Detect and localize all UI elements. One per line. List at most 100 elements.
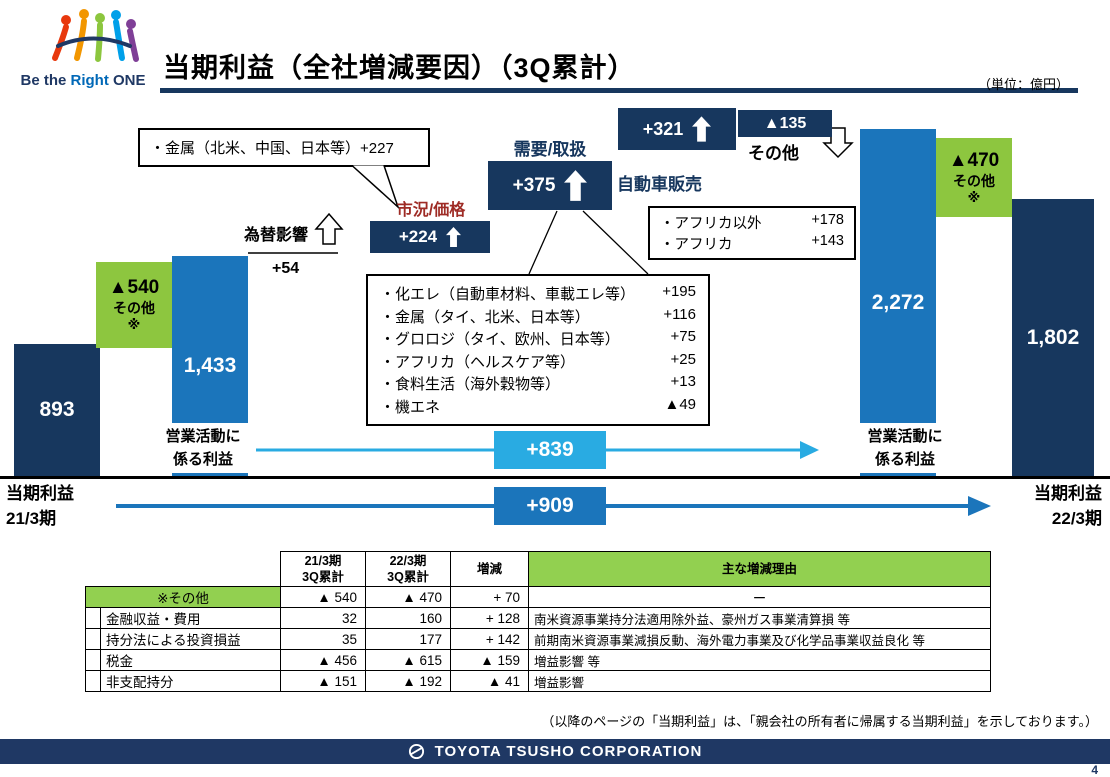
fx-impact-label: 為替影響: [244, 227, 309, 244]
bridge-net-profit: +909: [494, 487, 606, 525]
callout-row: ・アフリカ以外 +178: [660, 212, 844, 232]
col-header-change: 増減: [450, 551, 529, 587]
row-gutter: [85, 628, 101, 650]
toyota-tsusho-logo-icon: [408, 743, 424, 760]
axis-baseline: [0, 476, 1110, 479]
value-change: + 128: [450, 607, 529, 629]
bar-value: 2,272: [871, 290, 925, 314]
others-box: ▲135: [738, 110, 832, 137]
operating-profit-label-left: 営業活動に 係る利益: [150, 423, 256, 473]
row-label: 税金: [100, 649, 281, 671]
logo-text-be-the: Be the: [20, 72, 67, 89]
value-change: ▲ 159: [450, 649, 529, 671]
others-label: その他: [748, 144, 799, 163]
bar-operating-profit-22: 2,272: [860, 129, 936, 476]
market-price-box: +224: [370, 221, 490, 253]
callout-auto-detail: ・アフリカ以外 +178 ・アフリカ +143: [648, 206, 856, 260]
green-box-others-right: ▲470 その他 ※: [936, 138, 1012, 217]
auto-sales-box: +321: [618, 108, 736, 150]
up-arrow-icon: [446, 227, 462, 247]
table-row: 税金 ▲ 456 ▲ 615 ▲ 159 増益影響 等: [85, 649, 991, 671]
table-row: ※その他 ▲ 540 ▲ 470 + 70 ー: [85, 586, 991, 608]
demand-volume-box: +375: [488, 161, 612, 210]
logo-text-right: Right: [70, 72, 109, 89]
page-number: 4: [1091, 763, 1098, 777]
callout-row: ・アフリカ（ヘルスケア等） +25: [380, 350, 696, 371]
row-label: 非支配持分: [100, 670, 281, 692]
company-name: TOYOTA TSUSHO CORPORATION: [434, 743, 703, 760]
green-value: ▲470: [948, 149, 1000, 171]
table-row: 非支配持分 ▲ 151 ▲ 192 ▲ 41 増益影響: [85, 670, 991, 692]
callout-row: ・機エネ ▲49: [380, 395, 696, 416]
value-change: + 142: [450, 628, 529, 650]
green-label: その他: [113, 300, 155, 317]
reason: 増益影響: [528, 670, 991, 692]
footnote: （以降のページの「当期利益」は、「親会社の所有者に帰属する当期利益」を示しており…: [541, 714, 1098, 729]
row-label: ※その他: [85, 586, 281, 608]
table-row: 持分法による投資損益 35 177 + 142 前期南米資源事業減損反動、海外電…: [85, 628, 991, 650]
callout-row: ・アフリカ +143: [660, 233, 844, 253]
callout-metal: ・金属（北米、中国、日本等）+227: [138, 128, 430, 167]
value-21-3q: ▲ 456: [280, 649, 366, 671]
hollow-up-arrow-icon: [314, 212, 344, 245]
row-label: 金融収益・費用: [100, 607, 281, 629]
up-arrow-icon: [692, 116, 712, 142]
green-box-others-left: ▲540 その他 ※: [96, 262, 172, 348]
page-title: 当期利益（全社増減要因）（3Q累計）: [163, 53, 636, 83]
bar-net-profit-22: 1,802: [1012, 199, 1094, 476]
value-change: ▲ 41: [450, 670, 529, 692]
footer-bar: TOYOTA TSUSHO CORPORATION: [0, 739, 1110, 764]
unit-label: （単位：億円）: [978, 77, 1070, 92]
others-value: ▲135: [763, 114, 807, 132]
callout-row: ・食料生活（海外穀物等） +13: [380, 373, 696, 394]
up-arrow-icon: [564, 170, 588, 201]
row-gutter: [85, 670, 101, 692]
summary-table: 21/3期 3Q累計 22/3期 3Q累計 増減 主な増減理由 ※その他 ▲ 540…: [85, 551, 991, 692]
bar-value: 893: [39, 398, 75, 421]
table-row: 金融収益・費用 32 160 + 128 南米資源事業持分法適用除外益、豪州ガス…: [85, 607, 991, 629]
header-empty: [85, 551, 281, 587]
green-label: その他: [953, 172, 995, 189]
bridge-operating-profit: +839: [494, 431, 606, 469]
value-21-3q: ▲ 151: [280, 670, 366, 692]
bar-net-profit-21: 893: [14, 344, 100, 476]
demand-volume-value: +375: [512, 174, 556, 196]
auto-sales-label: 自動車販売: [617, 175, 702, 194]
row-gutter: [85, 607, 101, 629]
callout-row: ・金属（タイ、北米、日本等） +116: [380, 305, 696, 326]
logo-text: Be the Right ONE: [4, 72, 162, 89]
reason: 増益影響 等: [528, 649, 991, 671]
value-change: + 70: [450, 586, 529, 608]
table-header-row: 21/3期 3Q累計 22/3期 3Q累計 増減 主な増減理由: [85, 551, 991, 587]
title-underline: [160, 88, 1078, 93]
value-21-3q: ▲ 540: [280, 586, 366, 608]
col-header-reason: 主な増減理由: [528, 551, 991, 587]
reason: ー: [528, 586, 991, 608]
value-22-3q: ▲ 470: [365, 586, 451, 608]
value-22-3q: ▲ 192: [365, 670, 451, 692]
row-label: 持分法による投資損益: [100, 628, 281, 650]
value-22-3q: 177: [365, 628, 451, 650]
reason: 前期南米資源事業減損反動、海外電力事業及び化学品事業収益良化 等: [528, 628, 991, 650]
value-22-3q: ▲ 615: [365, 649, 451, 671]
demand-volume-label: 需要/取扱: [513, 140, 587, 159]
reason: 南米資源事業持分法適用除外益、豪州ガス事業清算損 等: [528, 607, 991, 629]
fx-impact-value: +54: [272, 260, 300, 277]
logo-text-one: ONE: [113, 72, 146, 89]
market-price-label: 市況/価格: [396, 202, 466, 219]
green-note: ※: [127, 317, 141, 332]
callout-row: ・化エレ（自動車材料、車載エレ等） +195: [380, 283, 696, 303]
value-21-3q: 32: [280, 607, 366, 629]
green-note: ※: [967, 189, 981, 205]
bar-value: 1,802: [1026, 325, 1080, 349]
axis-label-left: 当期利益 21/3期: [6, 484, 74, 528]
be-the-right-one-logo: [52, 9, 139, 62]
green-value: ▲540: [108, 277, 160, 299]
value-22-3q: 160: [365, 607, 451, 629]
col-header-22-3q: 22/3期 3Q累計: [365, 551, 451, 587]
callout-row: ・グロロジ（タイ、欧州、日本等） +75: [380, 328, 696, 349]
bar-value: 1,433: [183, 354, 237, 377]
auto-sales-value: +321: [642, 118, 684, 139]
row-gutter: [85, 649, 101, 671]
